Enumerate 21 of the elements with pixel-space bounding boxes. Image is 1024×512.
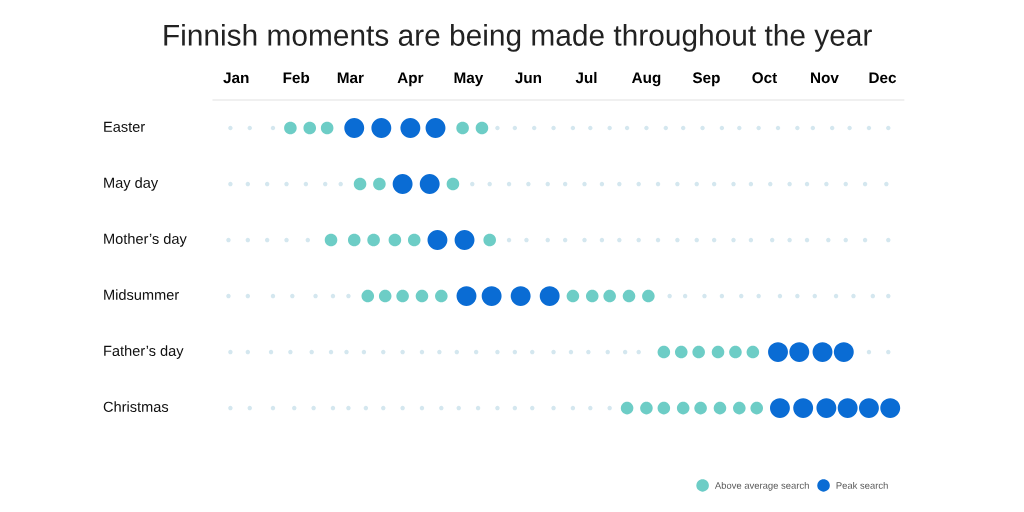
x-tick-label: Jan <box>223 72 249 84</box>
x-tick-label: Oct <box>752 72 778 84</box>
text: Father’s day <box>104 345 184 359</box>
x-tick-label: Dec <box>869 72 897 84</box>
x-tick-label: Sep <box>692 72 720 87</box>
text: Midsummer <box>104 289 179 300</box>
x-tick-label: Aug <box>631 72 661 87</box>
x-tick-label: Feb <box>283 71 310 84</box>
x-tick-label: Nov <box>811 72 839 84</box>
x-tick-label: Jun <box>515 72 542 84</box>
chart-title: Finnish moments are being made throughout the year <box>164 23 872 52</box>
x-tick-label: Jul <box>575 71 597 84</box>
legend-label: Above average search <box>714 481 809 491</box>
x-tick-label: Apr <box>397 72 424 87</box>
x-tick-label: May <box>454 72 484 87</box>
text: Christmas <box>103 401 169 412</box>
legend-label: Peak search <box>836 481 888 489</box>
x-tick-label: Mar <box>337 72 364 84</box>
text: May day <box>104 177 159 191</box>
text: Mother’s day <box>104 233 187 247</box>
text: Easter <box>104 121 145 132</box>
